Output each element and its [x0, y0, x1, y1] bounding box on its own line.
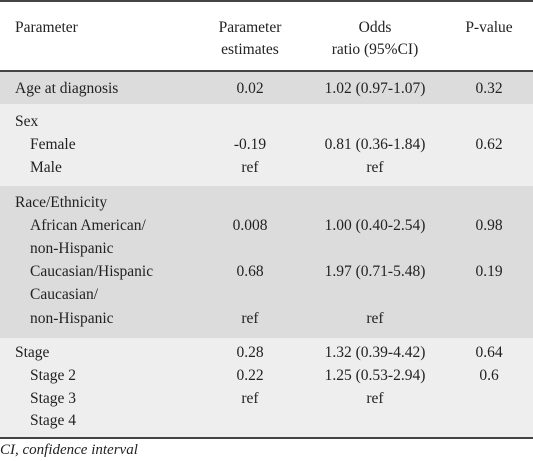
ch-p: 0.19 [475, 263, 503, 280]
stage3-parameter: Stage 3 [30, 390, 77, 407]
aa-p: 0.98 [475, 217, 503, 234]
sex-label: Sex [15, 113, 39, 130]
race-label: Race/Ethnicity [15, 194, 108, 211]
stage3-odds: ref [366, 390, 384, 407]
aa-line1: African American/ [30, 217, 146, 234]
cnh-line2: non-Hispanic [30, 310, 114, 327]
cnh-odds: ref [366, 310, 384, 327]
bottom-rule [0, 437, 533, 439]
aa-odds: 1.00 (0.40-2.54) [324, 217, 426, 234]
male-parameter: Male [30, 159, 62, 176]
stage-odds: 1.32 (0.39-4.42) [324, 344, 426, 361]
age-p: 0.32 [475, 80, 503, 97]
ch-odds: 1.97 (0.71-5.48) [324, 263, 426, 280]
female-p: 0.62 [475, 136, 503, 153]
header-rule [0, 70, 533, 72]
cnh-line1: Caucasian/ [30, 286, 99, 303]
female-estimate: -0.19 [233, 136, 267, 153]
aa-estimate: 0.008 [232, 217, 268, 234]
stage-p: 0.64 [475, 344, 503, 361]
header-pvalue: P-value [465, 19, 513, 36]
stage2-estimate: 0.22 [236, 367, 264, 384]
header-row: Parameter Parameter estimates Odds ratio… [0, 2, 533, 70]
age-estimate: 0.02 [236, 80, 264, 97]
stage3-estimate: ref [241, 390, 259, 407]
ch-parameter: Caucasian/Hispanic [30, 263, 154, 280]
stage2-parameter: Stage 2 [30, 367, 77, 384]
table-row-race: Race/Ethnicity African American/ non-His… [0, 186, 533, 338]
stage-label: Stage [15, 344, 50, 361]
aa-line2: non-Hispanic [30, 240, 114, 257]
female-parameter: Female [30, 136, 76, 153]
header-odds-line2: ratio (95%CI) [331, 41, 419, 58]
age-parameter: Age at diagnosis [15, 80, 119, 97]
female-odds: 0.81 (0.36-1.84) [324, 136, 426, 153]
male-odds: ref [366, 159, 384, 176]
header-odds-line1: Odds [358, 19, 392, 36]
footnote: CI, confidence interval [0, 442, 138, 458]
header-estimates-line1: Parameter [218, 19, 282, 36]
stage2-odds: 1.25 (0.53-2.94) [324, 367, 426, 384]
cnh-estimate: ref [241, 310, 259, 327]
table-row-age: Age at diagnosis 0.02 1.02 (0.97-1.07) 0… [0, 72, 533, 104]
header-parameter: Parameter [15, 19, 78, 36]
top-rule [0, 0, 533, 2]
stage-estimate: 0.28 [236, 344, 264, 361]
table-row-stage: Stage 0.28 1.32 (0.39-4.42) 0.64 Stage 2… [0, 338, 533, 437]
header-estimates-line2: estimates [221, 41, 279, 58]
table-row-sex: Sex Female -0.19 0.81 (0.36-1.84) 0.62 M… [0, 104, 533, 186]
age-odds: 1.02 (0.97-1.07) [324, 80, 426, 97]
stage4-parameter: Stage 4 [30, 412, 77, 429]
male-estimate: ref [241, 159, 259, 176]
ch-estimate: 0.68 [236, 263, 264, 280]
stage2-p: 0.6 [479, 367, 499, 384]
